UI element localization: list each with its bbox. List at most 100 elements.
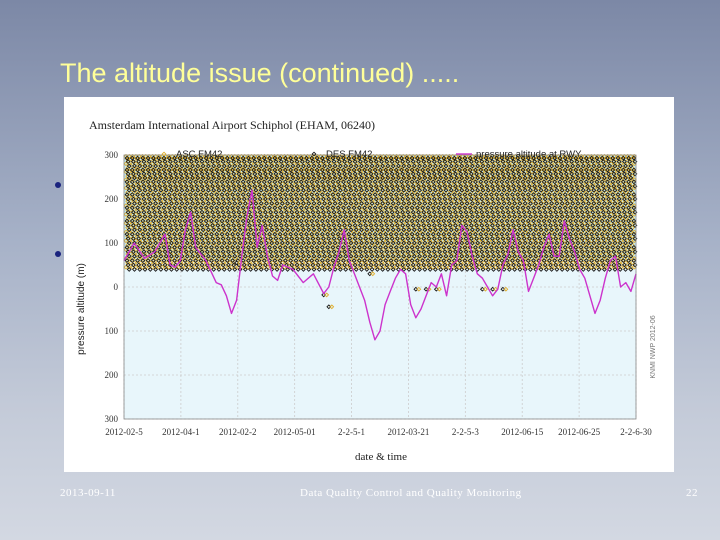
- asc-marker: [493, 238, 499, 244]
- asc-marker: [235, 153, 241, 159]
- asc-marker: [168, 156, 173, 162]
- asc-marker: [182, 153, 188, 159]
- asc-marker: [179, 185, 185, 191]
- asc-marker: [402, 173, 408, 179]
- asc-marker: [413, 238, 419, 244]
- asc-marker: [372, 216, 378, 222]
- asc-marker: [285, 229, 291, 235]
- asc-marker: [402, 181, 408, 187]
- asc-marker: [192, 229, 198, 235]
- asc-marker: [272, 203, 277, 209]
- asc-marker: [394, 153, 400, 159]
- asc-marker: [140, 229, 145, 235]
- asc-marker: [202, 211, 208, 217]
- asc-marker: [496, 229, 502, 235]
- asc-marker: [232, 203, 238, 209]
- asc-marker: [390, 203, 396, 209]
- asc-marker: [379, 173, 385, 179]
- asc-marker: [293, 189, 299, 195]
- asc-marker: [557, 189, 563, 195]
- asc-marker: [123, 211, 129, 217]
- asc-marker: [319, 189, 325, 195]
- asc-marker: [296, 207, 302, 213]
- asc-marker: [483, 229, 489, 235]
- asc-marker: [164, 233, 170, 239]
- asc-marker: [428, 207, 434, 213]
- asc-marker: [141, 156, 147, 162]
- asc-marker: [598, 238, 604, 244]
- asc-marker: [628, 229, 634, 235]
- asc-marker: [329, 165, 335, 171]
- asc-marker: [522, 229, 528, 235]
- asc-marker: [569, 153, 574, 159]
- asc-marker: [217, 233, 223, 239]
- asc-marker: [286, 156, 292, 162]
- asc-marker: [351, 177, 357, 183]
- x-tick-label: 2012-06-15: [501, 427, 543, 437]
- asc-marker: [466, 211, 472, 217]
- asc-marker: [206, 229, 211, 235]
- asc-marker: [382, 189, 388, 195]
- asc-marker: [572, 211, 578, 217]
- asc-marker: [181, 156, 187, 162]
- asc-marker: [488, 189, 494, 195]
- asc-marker: [372, 189, 378, 195]
- asc-marker: [346, 165, 352, 171]
- asc-marker: [296, 173, 302, 179]
- x-tick-label: 2012-03-21: [387, 427, 429, 437]
- asc-marker: [240, 165, 246, 171]
- asc-marker: [243, 173, 249, 179]
- asc-marker: [489, 153, 495, 159]
- asc-marker: [583, 165, 589, 171]
- asc-marker: [620, 165, 626, 171]
- asc-marker: [224, 216, 230, 222]
- asc-marker: [616, 156, 622, 162]
- asc-marker: [267, 165, 272, 171]
- asc-marker: [339, 156, 345, 162]
- asc-marker: [220, 173, 226, 179]
- asc-marker: [432, 173, 437, 179]
- x-axis-label: date & time: [355, 451, 407, 463]
- asc-marker: [349, 173, 355, 179]
- asc-marker: [276, 189, 282, 195]
- asc-marker: [507, 207, 513, 213]
- asc-marker: [338, 203, 343, 209]
- asc-marker: [138, 233, 144, 239]
- asc-marker: [595, 153, 601, 159]
- asc-marker: [270, 207, 276, 213]
- asc-marker: [323, 207, 329, 213]
- asc-marker: [197, 189, 203, 195]
- asc-marker: [214, 165, 220, 171]
- asc-marker: [484, 156, 490, 162]
- asc-marker: [437, 153, 442, 159]
- asc-marker: [375, 173, 381, 179]
- asc-marker: [399, 189, 404, 195]
- asc-marker: [587, 181, 593, 187]
- asc-marker: [176, 161, 182, 167]
- asc-marker: [334, 238, 340, 244]
- asc-marker: [630, 156, 635, 162]
- asc-marker: [361, 161, 367, 167]
- asc-marker: [545, 211, 551, 217]
- asc-marker: [123, 153, 129, 159]
- asc-marker: [458, 156, 464, 162]
- asc-marker: [590, 173, 596, 179]
- asc-marker: [314, 153, 320, 159]
- asc-marker: [567, 216, 573, 222]
- x-tick-label: 2-2-5-1: [338, 427, 365, 437]
- asc-marker: [484, 173, 490, 179]
- asc-marker: [466, 153, 472, 159]
- asc-marker: [536, 203, 541, 209]
- asc-marker: [545, 153, 551, 159]
- asc-marker: [621, 153, 627, 159]
- asc-marker: [298, 153, 304, 159]
- x-tick-label: 2-2-5-3: [452, 427, 479, 437]
- asc-marker: [557, 165, 563, 171]
- asc-marker: [536, 177, 541, 183]
- asc-marker: [232, 185, 238, 191]
- asc-marker: [207, 156, 213, 162]
- asc-marker: [610, 216, 616, 222]
- asc-marker: [470, 229, 475, 235]
- asc-marker: [224, 189, 230, 195]
- asc-marker: [245, 177, 251, 183]
